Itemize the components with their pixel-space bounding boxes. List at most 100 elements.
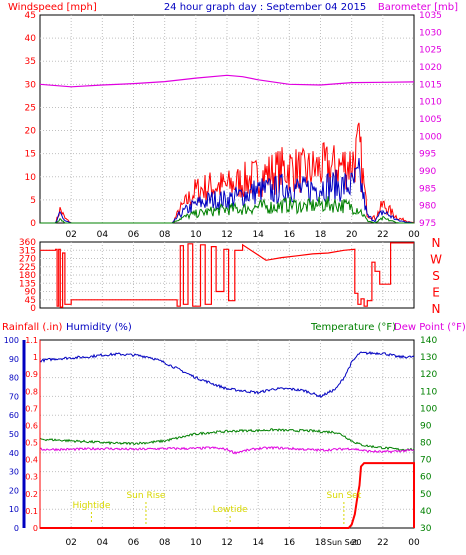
windspeed-tick: 35 [25, 57, 36, 67]
barometer-tick: 1010 [419, 98, 442, 108]
annotation-label: Sun Set [326, 491, 361, 501]
direction-tick: 180 [19, 271, 36, 281]
barometer-tick: 985 [419, 184, 436, 194]
x-tick-label: 10 [190, 538, 202, 548]
x-tick-label: 06 [128, 538, 140, 548]
temperature-axis: 30 40 50 60 70 80 90 100 110 120 130 140 [420, 336, 437, 534]
windspeed-label: Windspeed [mph] [8, 2, 97, 13]
x-tick-label: 22 [377, 538, 388, 548]
humidity-tick: 50 [9, 430, 19, 439]
x-tick-label: 18 [315, 538, 327, 548]
humidity-label: Humidity (%) [66, 322, 132, 333]
compass-letter: W [430, 253, 442, 267]
temperature-tick: 90 [420, 421, 432, 431]
direction-series-line [40, 242, 414, 308]
temperature-tick: 120 [420, 370, 437, 380]
direction-tick: 360 [19, 238, 36, 248]
barometer-label: Barometer [mb] [378, 2, 458, 13]
barometer-tick: 1030 [419, 28, 442, 38]
direction-series [40, 242, 414, 308]
dewpoint-label: Dew Point (°F) [394, 322, 466, 333]
x-tick-label: 20 [351, 538, 361, 547]
barometer-tick: 1000 [419, 132, 442, 142]
barometer-tick: 1035 [419, 11, 442, 21]
sunset-tick-label: Sun Set [327, 538, 358, 547]
x-tick-label: 06 [128, 230, 140, 240]
rainfall-tick: 1.1 [25, 336, 38, 345]
direction-tick: 225 [19, 263, 36, 273]
rainfall-tick: 0.5 [25, 439, 38, 448]
temperature-tick: 140 [420, 336, 437, 346]
temperature-tick: 60 [420, 473, 432, 483]
barometer-tick: 1020 [419, 63, 442, 73]
barometer-tick: 1025 [419, 46, 442, 56]
humidity-tick: 0 [14, 524, 19, 533]
temperature-tick: 50 [420, 490, 432, 500]
x-tick-label: 16 [284, 538, 296, 548]
x-tick-label: 12 [221, 230, 232, 240]
humidity-tick: 30 [9, 468, 19, 477]
temperature-label: Temperature (°F) [310, 322, 396, 333]
humidity-tick: 20 [9, 486, 19, 495]
x-tick-label: 04 [97, 230, 109, 240]
temperature-tick: 70 [420, 456, 432, 466]
rainfall-tick: 0.1 [25, 507, 38, 516]
humidity-tick: 80 [9, 374, 19, 383]
humidity-tick: 100 [4, 336, 19, 345]
wind-series-magenta [39, 74, 415, 88]
wind-series [39, 74, 415, 224]
compass-letter: N [432, 302, 441, 316]
x-tick-label: 02 [65, 230, 76, 240]
humidity-axis: 0 10 20 30 40 50 60 70 80 90 100 [4, 336, 26, 533]
wind-panel-frame [39, 14, 415, 224]
barometer-axis: 975 980 985 990 995 1000 1005 1010 1015 1020 1025 1… [419, 11, 442, 229]
temperature-tick: 40 [420, 507, 432, 517]
x-tick-label: 00 [408, 230, 420, 240]
annotation-label: Sun Rise [126, 491, 165, 501]
humidity-tick: 90 [9, 355, 19, 364]
x-tick-label: 08 [159, 230, 171, 240]
x-tick-label: 12 [221, 538, 232, 548]
direction-tick: 315 [19, 246, 36, 256]
direction-tick: 270 [19, 255, 36, 265]
wind-x-ticks: 02 04 06 08 10 12 14 16 18 20 22 00 [65, 230, 420, 240]
rainfall-tick: 0.7 [25, 404, 38, 413]
rainfall-label: Rainfall (.in) [2, 322, 63, 333]
humidity-tick: 70 [9, 392, 19, 401]
temperature-panel-series-green [39, 428, 415, 452]
temperature-tick: 130 [420, 353, 437, 363]
x-tick-label: 18 [315, 230, 327, 240]
windspeed-tick: 25 [25, 103, 36, 113]
x-tick-label: 22 [377, 230, 388, 240]
windspeed-tick: 5 [30, 196, 36, 206]
direction-tick: 45 [25, 296, 36, 306]
windspeed-tick: 0 [30, 219, 36, 229]
x-tick-label: 20 [346, 230, 358, 240]
humidity-tick: 60 [9, 411, 19, 420]
x-tick-label: 14 [252, 538, 264, 548]
temperature-tick: 110 [420, 387, 437, 397]
humidity-tick: 10 [9, 505, 19, 514]
x-tick-label: 04 [97, 538, 109, 548]
windspeed-tick: 15 [25, 150, 36, 160]
rainfall-tick: 0 [33, 524, 38, 533]
temperature-tick: 30 [420, 524, 432, 534]
x-tick-label: 02 [65, 538, 76, 548]
tide-sun-annotations: Hightide Sun Rise Lowtide Sun Set [72, 491, 362, 524]
barometer-tick: 980 [419, 202, 436, 212]
wind-series-green [40, 196, 414, 224]
temperature-grid [40, 340, 414, 528]
graph-title: 24 hour graph day : September 04 2015 [164, 2, 366, 13]
barometer-tick: 990 [419, 167, 436, 177]
x-tick-label: 08 [159, 538, 171, 548]
rainfall-tick: 0.9 [25, 370, 38, 379]
direction-tick: 135 [19, 279, 36, 289]
temperature-tick: 80 [420, 439, 432, 449]
windspeed-tick: 40 [25, 34, 37, 44]
barometer-tick: 1005 [419, 115, 442, 125]
windspeed-tick: 45 [25, 11, 36, 21]
rainfall-tick: 1 [33, 353, 38, 362]
compass-letter: N [432, 236, 441, 250]
barometer-tick: 975 [419, 219, 436, 229]
